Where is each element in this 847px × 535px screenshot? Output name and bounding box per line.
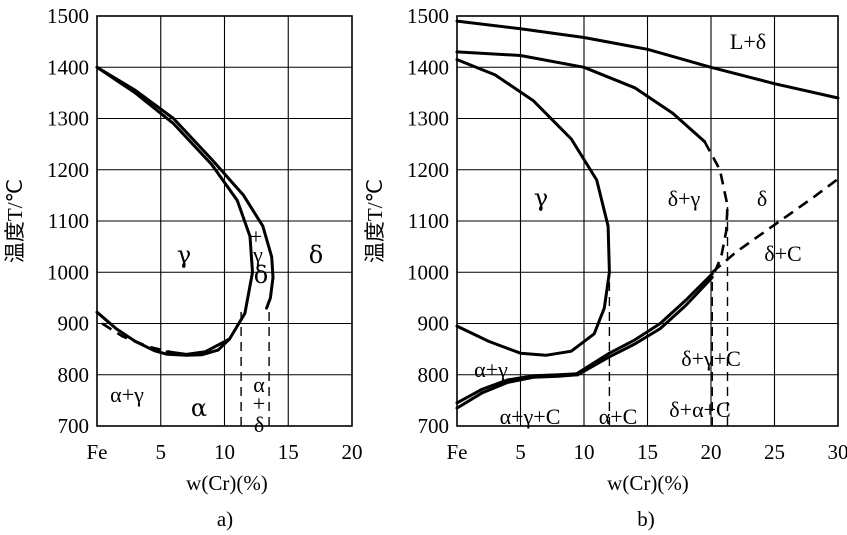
panel-label: a) — [217, 507, 233, 531]
phase-region-label: δ — [254, 261, 268, 289]
y-tick-label: 1200 — [407, 158, 449, 182]
x-tick-label: 5 — [515, 440, 526, 464]
phase-boundary-dashed — [703, 140, 729, 278]
phase-region-label: α+γ — [110, 382, 144, 407]
y-tick-label: 1100 — [408, 209, 449, 233]
y-tick-label: 1100 — [48, 209, 89, 233]
y-tick-label: 1500 — [407, 4, 449, 28]
phase-boundary-dashed — [101, 322, 174, 354]
plot-frame — [456, 15, 839, 427]
phase-boundary-solid — [95, 310, 232, 357]
x-tick-label: 5 — [156, 440, 167, 464]
phase-region-label: δ+α+C — [669, 397, 730, 422]
y-tick-label: 900 — [58, 312, 90, 336]
phase-boundary-solid — [95, 65, 254, 356]
y-axis-label: 温度T/℃ — [3, 179, 27, 263]
y-tick-label: 700 — [418, 414, 450, 438]
phase-boundary-solid — [576, 275, 714, 377]
phase-region-label: γ — [177, 241, 191, 269]
y-tick-label: 1400 — [407, 55, 449, 79]
phase-boundary-solid — [95, 65, 275, 310]
phase-region-label: α — [191, 394, 207, 422]
y-tick-label: 1200 — [47, 158, 89, 182]
plot-frame — [96, 15, 353, 427]
phase-boundary-solid — [455, 372, 580, 405]
phase-region-label: δ+γ+C — [681, 346, 741, 371]
phase-region-label: + — [250, 224, 262, 249]
x-tick-label: 25 — [764, 440, 785, 464]
phase-region-label: α+C — [599, 404, 638, 429]
phase-region-label: δ+γ — [668, 186, 701, 211]
phase-region-label: γ — [252, 242, 263, 267]
y-tick-label: 1000 — [407, 260, 449, 284]
phase-boundary-solid — [576, 272, 714, 375]
x-axis-label: w(Cr)(%) — [186, 471, 268, 495]
phase-region-label: α+γ — [474, 357, 508, 382]
y-tick-label: 1000 — [47, 260, 89, 284]
x-tick-label: Fe — [87, 440, 108, 464]
phase-boundary-solid — [455, 19, 840, 100]
phase-region-label: δ — [254, 412, 264, 437]
panel-label: b) — [637, 507, 655, 531]
phase-region-label: δ — [309, 241, 323, 269]
y-tick-label: 800 — [418, 363, 450, 387]
phase-boundary-dashed — [711, 177, 839, 274]
phase-boundary-solid — [455, 58, 611, 357]
y-tick-label: 800 — [58, 363, 90, 387]
phase-region-label: γ — [534, 184, 548, 212]
x-tick-label: 10 — [214, 440, 235, 464]
x-tick-label: 15 — [637, 440, 658, 464]
x-tick-label: 30 — [828, 440, 847, 464]
phase-boundary-solid — [455, 50, 707, 144]
y-tick-label: 1300 — [47, 107, 89, 131]
phase-region-label: L+δ — [730, 29, 766, 54]
y-tick-label: 700 — [58, 414, 90, 438]
y-tick-label: 1300 — [407, 107, 449, 131]
phase-region-label: δ+C — [764, 241, 801, 266]
phase-region-label: δ — [757, 186, 767, 211]
x-tick-label: 10 — [574, 440, 595, 464]
x-axis-label: w(Cr)(%) — [607, 471, 689, 495]
phase-region-label: + — [253, 391, 265, 416]
y-tick-label: 1500 — [47, 4, 89, 28]
x-tick-label: 20 — [342, 440, 363, 464]
x-tick-label: Fe — [447, 440, 468, 464]
phase-region-label: α — [253, 372, 265, 397]
y-tick-label: 900 — [418, 312, 450, 336]
y-tick-label: 1400 — [47, 55, 89, 79]
x-tick-label: 20 — [701, 440, 722, 464]
phase-region-label: α+γ+C — [500, 404, 561, 429]
x-tick-label: 15 — [278, 440, 299, 464]
y-axis-label: 温度T/℃ — [363, 179, 387, 263]
